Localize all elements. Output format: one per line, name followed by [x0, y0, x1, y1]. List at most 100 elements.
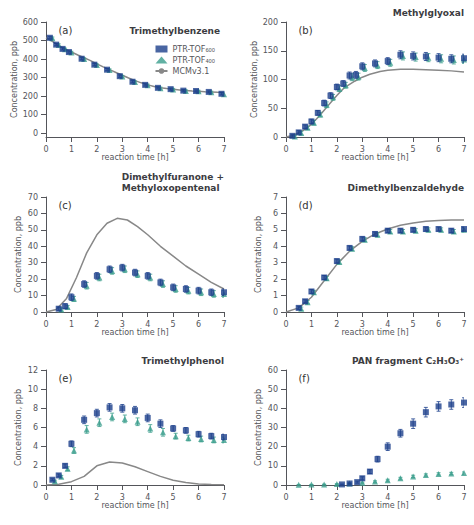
svg-text:20: 20 — [28, 275, 38, 284]
svg-text:7: 7 — [273, 193, 278, 202]
svg-text:70: 70 — [28, 193, 38, 202]
svg-text:0: 0 — [283, 145, 288, 154]
svg-text:PTR-TOF₄₀₀: PTR-TOF₄₀₀ — [172, 56, 215, 65]
svg-text:0: 0 — [273, 308, 278, 317]
svg-text:4: 4 — [145, 320, 150, 329]
svg-text:5: 5 — [171, 320, 176, 329]
svg-text:10: 10 — [268, 461, 278, 470]
svg-text:50: 50 — [268, 104, 278, 113]
svg-text:Dimethylfuranone +: Dimethylfuranone + — [122, 172, 224, 182]
svg-text:Concentration, ppb: Concentration, ppb — [250, 41, 259, 118]
svg-text:10: 10 — [28, 291, 38, 300]
svg-text:0: 0 — [283, 493, 288, 502]
svg-text:6: 6 — [196, 320, 201, 329]
svg-text:10: 10 — [28, 385, 38, 394]
svg-text:60: 60 — [28, 209, 38, 218]
svg-text:0: 0 — [273, 133, 278, 142]
svg-text:4: 4 — [145, 145, 150, 154]
svg-text:0: 0 — [43, 320, 48, 329]
svg-text:Methyloxopentenal: Methyloxopentenal — [122, 183, 220, 193]
svg-text:Concentration, ppb: Concentration, ppb — [254, 216, 263, 293]
svg-text:5: 5 — [411, 320, 416, 329]
svg-text:1: 1 — [69, 320, 74, 329]
svg-text:50: 50 — [268, 385, 278, 394]
svg-text:500: 500 — [23, 36, 38, 45]
svg-text:40: 40 — [268, 404, 278, 413]
svg-text:3: 3 — [360, 493, 365, 502]
svg-text:4: 4 — [385, 493, 390, 502]
svg-text:2: 2 — [33, 461, 38, 470]
svg-text:8: 8 — [33, 404, 38, 413]
svg-text:100: 100 — [23, 110, 38, 119]
svg-text:reaction time [h]: reaction time [h] — [341, 501, 408, 510]
svg-text:2: 2 — [94, 145, 99, 154]
svg-text:1: 1 — [273, 291, 278, 300]
svg-text:6: 6 — [196, 145, 201, 154]
svg-text:4: 4 — [385, 320, 390, 329]
svg-text:3: 3 — [120, 320, 125, 329]
svg-text:150: 150 — [263, 46, 278, 55]
svg-text:Concentration, ppb: Concentration, ppb — [254, 389, 263, 466]
svg-text:6: 6 — [273, 209, 278, 218]
svg-text:4: 4 — [385, 145, 390, 154]
svg-text:Trimethylphenol: Trimethylphenol — [142, 356, 224, 366]
svg-text:(c): (c) — [58, 200, 71, 211]
svg-text:300: 300 — [23, 73, 38, 82]
svg-text:reaction time [h]: reaction time [h] — [341, 153, 408, 162]
svg-text:reaction time [h]: reaction time [h] — [341, 328, 408, 337]
svg-text:7: 7 — [221, 145, 226, 154]
svg-text:PAN fragment C₂H₃O₃⁺: PAN fragment C₂H₃O₃⁺ — [352, 356, 464, 366]
svg-text:3: 3 — [120, 145, 125, 154]
svg-text:5: 5 — [171, 145, 176, 154]
svg-text:7: 7 — [221, 493, 226, 502]
svg-text:6: 6 — [196, 493, 201, 502]
svg-text:0: 0 — [33, 129, 38, 138]
svg-text:1: 1 — [309, 320, 314, 329]
svg-text:7: 7 — [461, 493, 466, 502]
svg-text:100: 100 — [263, 75, 278, 84]
svg-text:30: 30 — [268, 423, 278, 432]
svg-text:MCMv3.1: MCMv3.1 — [172, 67, 209, 76]
svg-text:4: 4 — [145, 493, 150, 502]
svg-text:2: 2 — [273, 275, 278, 284]
svg-text:1: 1 — [309, 493, 314, 502]
svg-text:40: 40 — [28, 242, 38, 251]
svg-text:200: 200 — [263, 18, 278, 27]
svg-text:6: 6 — [436, 320, 441, 329]
svg-text:(a): (a) — [58, 25, 72, 36]
svg-text:30: 30 — [28, 258, 38, 267]
svg-text:4: 4 — [33, 442, 38, 451]
svg-text:5: 5 — [171, 493, 176, 502]
svg-text:2: 2 — [334, 145, 339, 154]
svg-text:0: 0 — [33, 481, 38, 490]
svg-text:(e): (e) — [58, 373, 72, 384]
svg-text:Concentration, ppb: Concentration, ppb — [10, 41, 19, 118]
svg-text:Concentration, ppb: Concentration, ppb — [14, 216, 23, 293]
svg-text:5: 5 — [411, 145, 416, 154]
svg-text:5: 5 — [411, 493, 416, 502]
svg-text:2: 2 — [94, 493, 99, 502]
svg-text:0: 0 — [43, 493, 48, 502]
svg-text:reaction time [h]: reaction time [h] — [101, 153, 168, 162]
svg-text:20: 20 — [268, 442, 278, 451]
svg-text:reaction time [h]: reaction time [h] — [101, 328, 168, 337]
svg-text:7: 7 — [461, 145, 466, 154]
svg-text:12: 12 — [28, 366, 38, 375]
svg-text:(f): (f) — [298, 373, 309, 384]
svg-text:3: 3 — [360, 145, 365, 154]
svg-text:3: 3 — [273, 258, 278, 267]
svg-text:3: 3 — [120, 493, 125, 502]
svg-text:PTR-TOF₆₀₀: PTR-TOF₆₀₀ — [172, 45, 215, 54]
svg-text:60: 60 — [268, 366, 278, 375]
svg-text:0: 0 — [33, 308, 38, 317]
svg-text:50: 50 — [28, 225, 38, 234]
svg-text:6: 6 — [436, 493, 441, 502]
svg-text:7: 7 — [221, 320, 226, 329]
svg-text:1: 1 — [69, 493, 74, 502]
svg-text:Trimethylbenzene: Trimethylbenzene — [129, 26, 220, 36]
svg-text:reaction time [h]: reaction time [h] — [101, 501, 168, 510]
svg-text:2: 2 — [94, 320, 99, 329]
svg-text:6: 6 — [436, 145, 441, 154]
svg-text:5: 5 — [273, 225, 278, 234]
svg-text:1: 1 — [309, 145, 314, 154]
